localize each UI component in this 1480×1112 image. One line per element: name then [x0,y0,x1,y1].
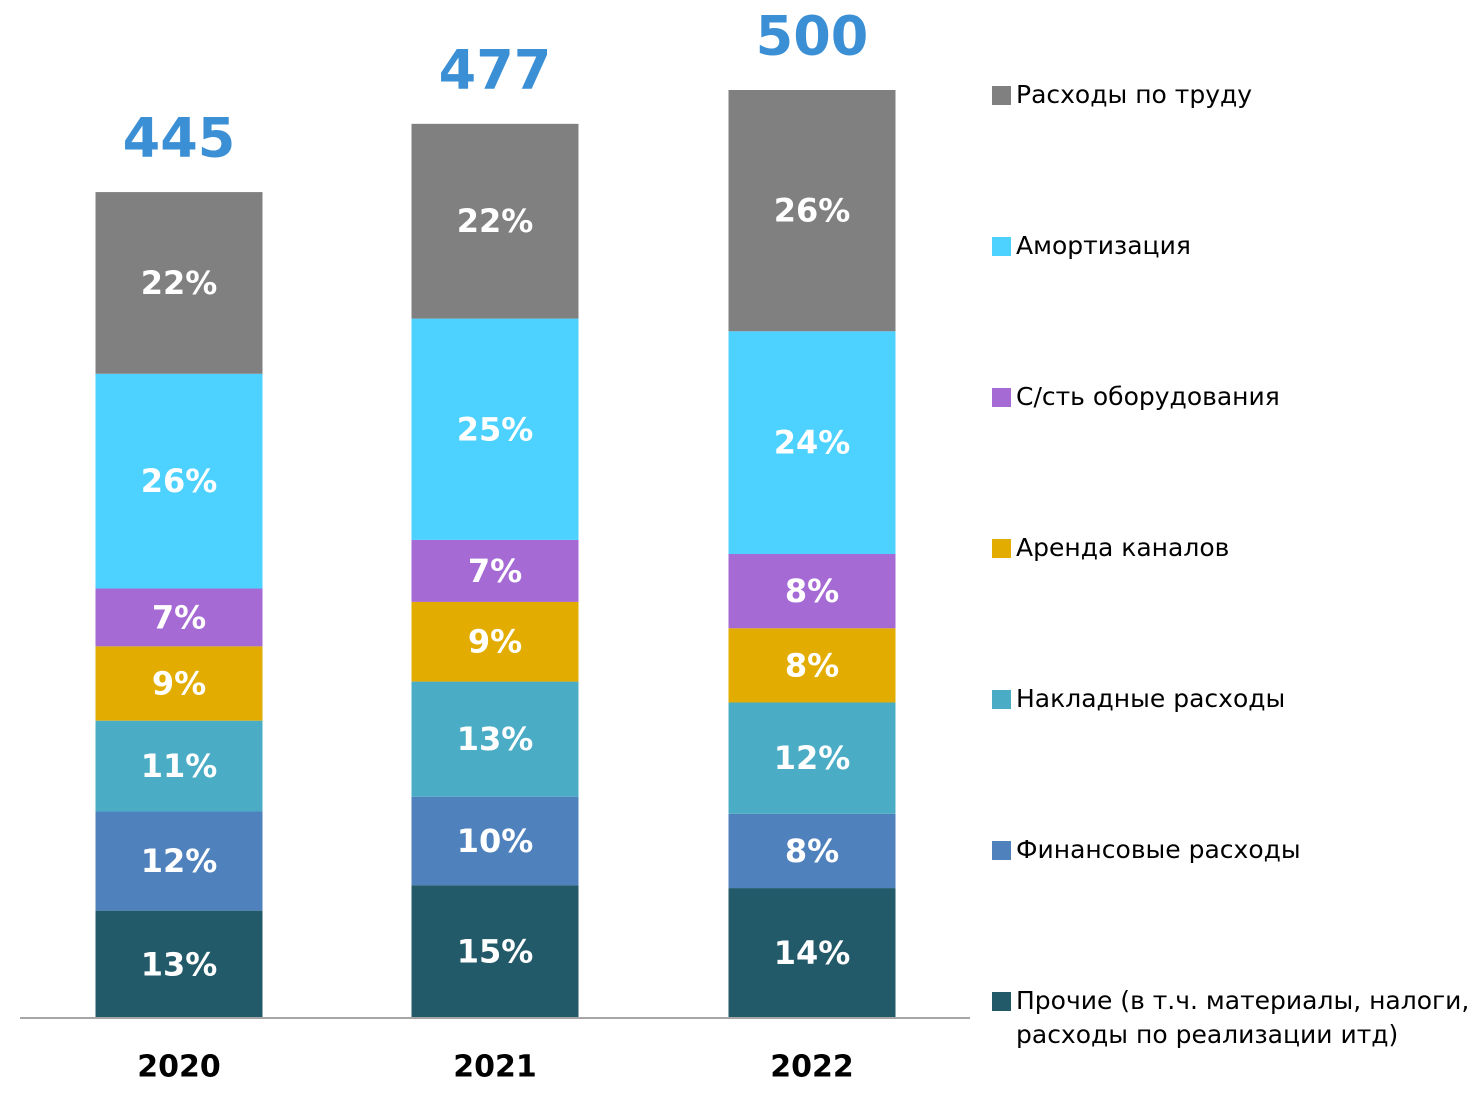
data-label: 12% [774,739,851,777]
legend-swatch [992,388,1011,407]
data-label: 15% [457,933,534,971]
legend-label: Расходы по труду [1016,80,1253,109]
bar-segment [728,628,896,703]
bar-segment [728,702,896,814]
x-tick-label: 2021 [453,1050,537,1085]
data-label: 22% [141,264,218,302]
data-label: 10% [457,822,534,860]
bar-segment [95,192,263,374]
legend-swatch [992,539,1011,558]
x-tick-label: 2022 [770,1050,854,1085]
legend-label: Финансовые расходы [1016,835,1301,864]
data-label: 13% [457,720,534,758]
bar-segment [728,888,896,1018]
data-label: 24% [774,424,851,462]
data-label: 9% [152,665,206,703]
data-label: 11% [141,747,218,785]
bar-segment [411,681,579,797]
bar-segment [411,318,579,540]
data-label: 8% [785,832,839,870]
bar-segment [411,601,579,682]
bar-segment [728,813,896,889]
data-label: 8% [785,572,839,610]
legend-swatch [992,86,1011,105]
bar-segment [95,646,263,721]
bar-segment [411,796,579,886]
data-label: 9% [468,623,522,661]
bar-segment [728,554,896,629]
data-label: 7% [152,598,206,636]
bar-segment [95,910,263,1018]
legend-swatch [992,237,1011,256]
data-label: 14% [774,934,851,972]
data-label: 25% [457,410,534,448]
bar-segment [95,588,263,647]
legend-swatch [992,992,1011,1011]
data-label: 22% [457,202,534,240]
legend-label: Аренда каналов [1016,533,1230,562]
data-label: 26% [774,192,851,230]
bar-segment [411,539,579,602]
bar-segment [411,885,579,1018]
bar-segment [95,811,263,911]
bar-segment [728,90,896,332]
data-label: 7% [468,552,522,590]
total-label: 500 [756,5,869,68]
legend-swatch [992,841,1011,860]
data-label: 8% [785,646,839,684]
legend-label: Амортизация [1016,231,1191,260]
bar-segment [728,331,896,554]
legend-label: С/сть оборудования [1016,382,1280,411]
data-label: 12% [141,842,218,880]
legend-swatch [992,690,1011,709]
data-label: 26% [141,462,218,500]
x-tick-label: 2020 [137,1050,221,1085]
total-label: 477 [439,38,552,101]
data-label: 13% [141,945,218,983]
bar-segment [95,373,263,589]
legend-label: Прочие (в т.ч. материалы, налоги, расход… [1016,986,1470,1049]
legend-label: Накладные расходы [1016,684,1286,713]
bar-segment [411,123,579,319]
total-label: 445 [123,107,236,170]
bar-segment [95,720,263,812]
